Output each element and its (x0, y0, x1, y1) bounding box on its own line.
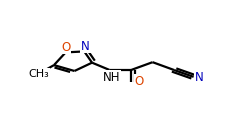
Text: CH₃: CH₃ (28, 69, 49, 79)
Text: N: N (195, 71, 203, 84)
Text: O: O (61, 41, 70, 53)
Text: N: N (81, 39, 89, 53)
Text: NH: NH (102, 71, 120, 84)
Text: O: O (135, 75, 144, 88)
